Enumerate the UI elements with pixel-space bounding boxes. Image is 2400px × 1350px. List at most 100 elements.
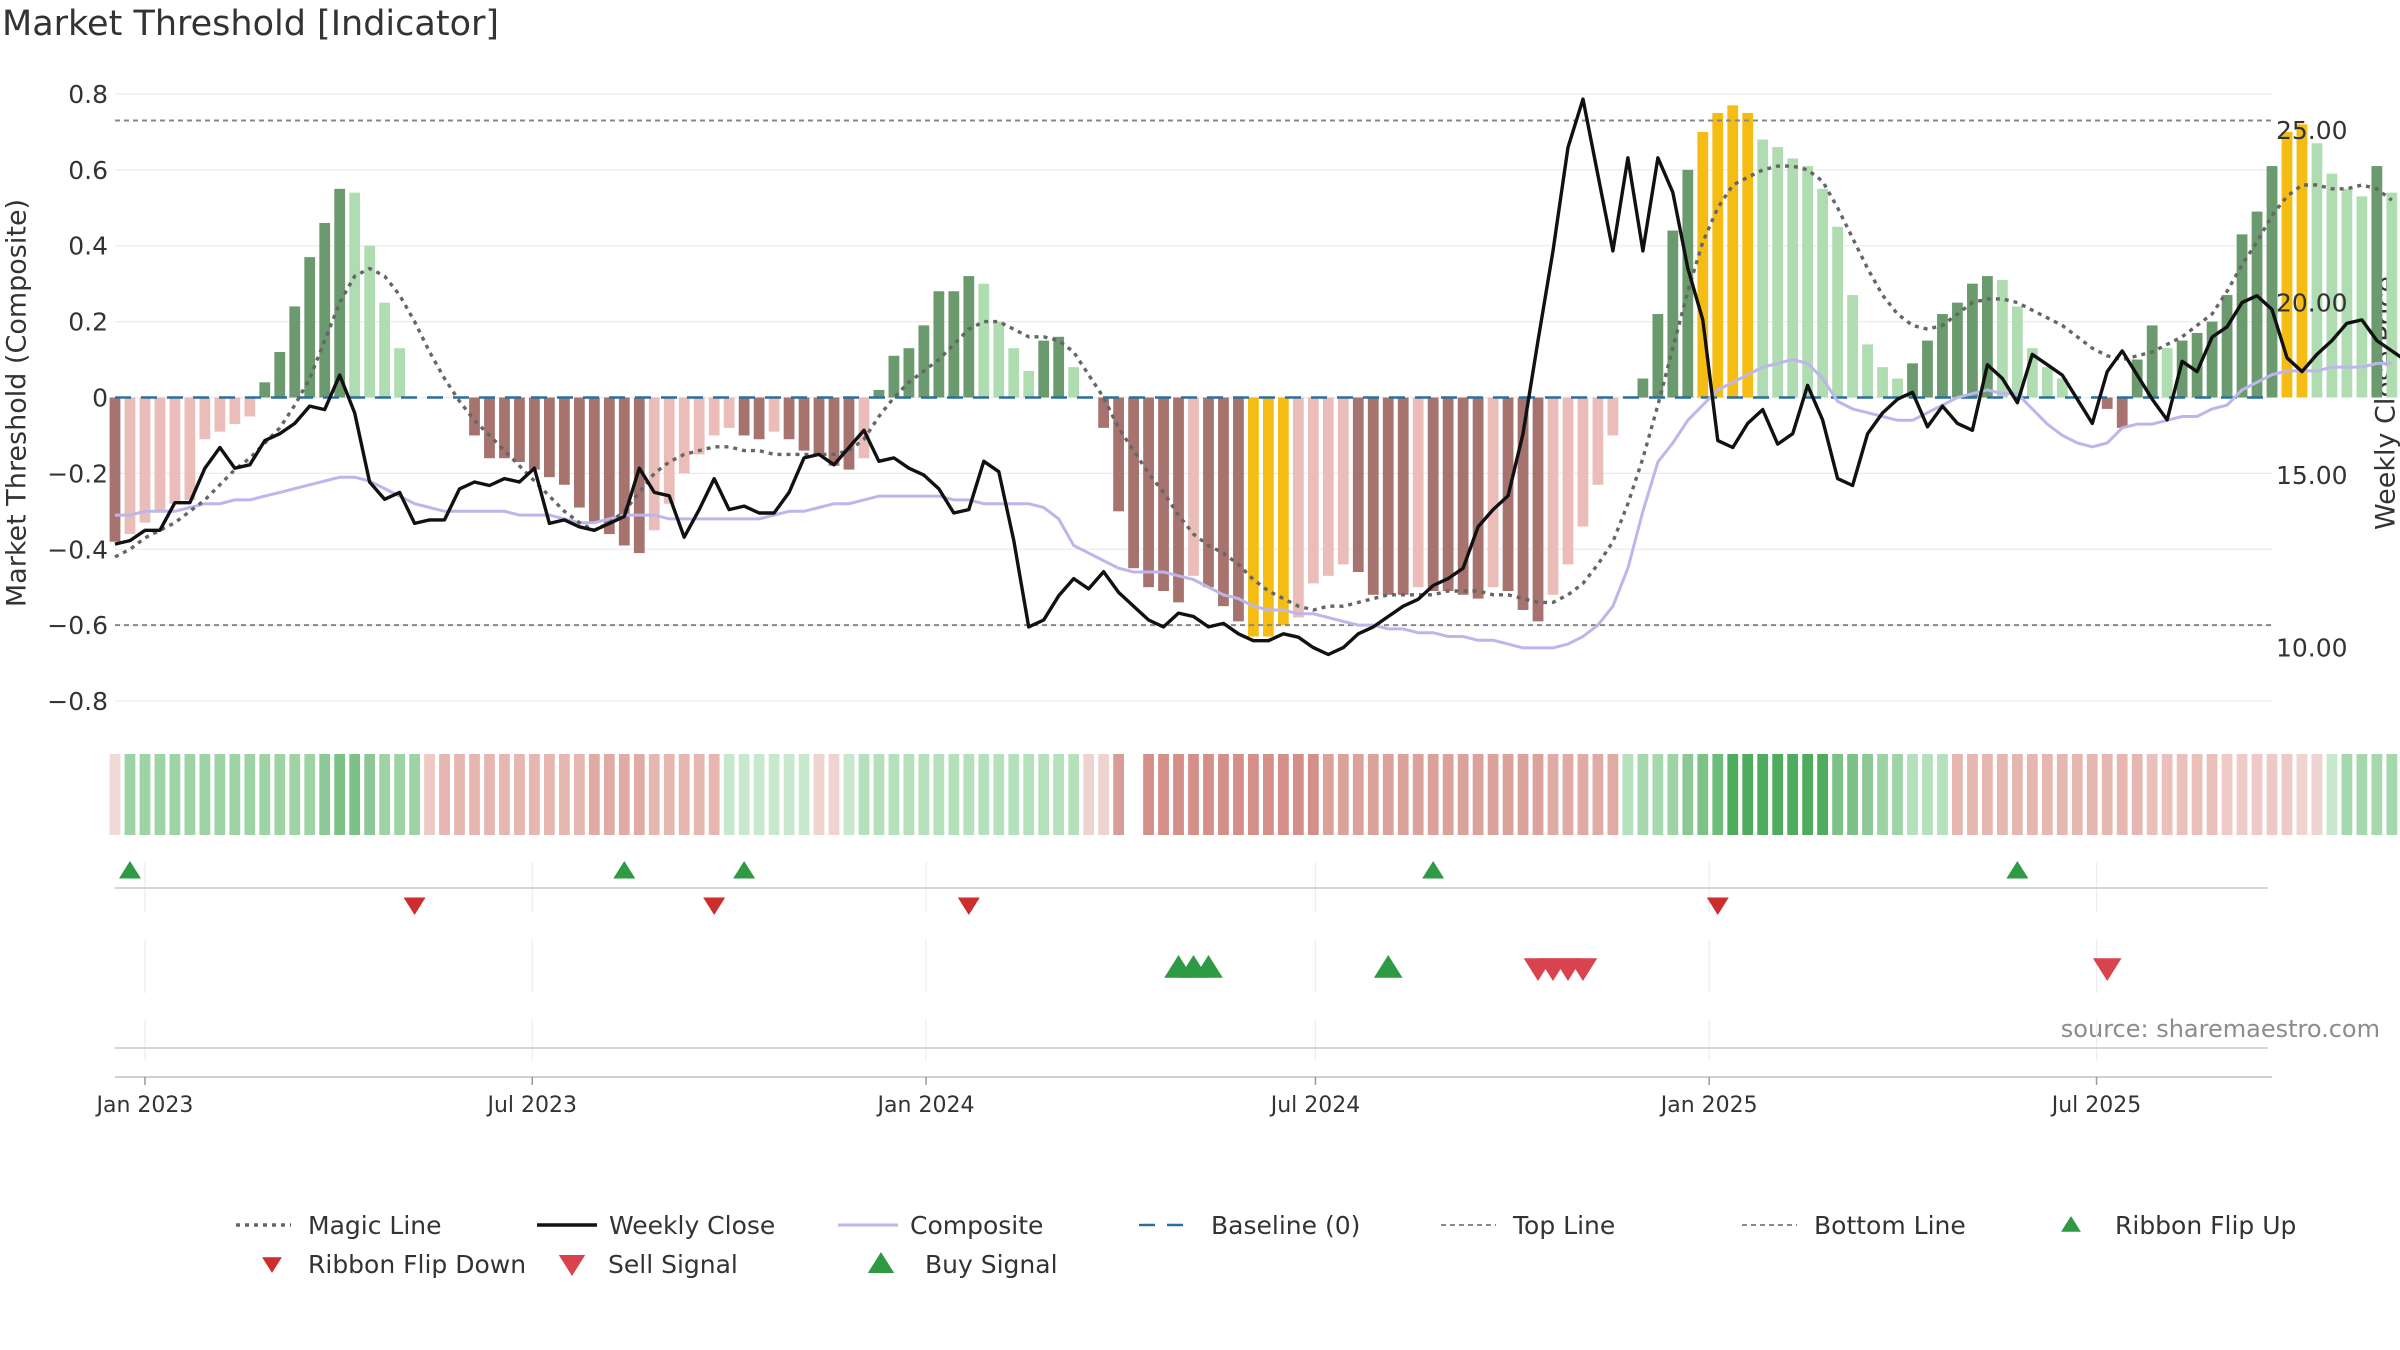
ribbon-cell xyxy=(214,754,226,835)
composite-bar xyxy=(1742,112,1754,398)
ribbon-cell xyxy=(1607,754,1619,835)
ribbon-cell xyxy=(603,754,615,835)
axes: 0.8 0.6 0.4 0.2 0 −0.2 −0.4 −0.6 −0.8 25.00 20.00 1… xyxy=(47,80,2347,716)
ribbon-cell xyxy=(2251,754,2263,835)
composite-bar xyxy=(259,382,271,398)
ribbon-cell xyxy=(2056,754,2068,835)
ribbon-cell xyxy=(2071,754,2083,835)
ribbon-cell xyxy=(1847,754,1858,835)
ribbon-cell xyxy=(1248,754,1259,835)
ribbon-cell xyxy=(1053,754,1065,835)
composite-bar xyxy=(1967,283,1978,398)
composite-bar xyxy=(469,397,480,436)
ribbon-cell xyxy=(1292,754,1304,835)
ribbon-cell xyxy=(1023,754,1035,835)
ribbon-cell xyxy=(1188,754,1199,835)
ribbon-cell xyxy=(484,754,495,835)
ribbon-cell xyxy=(1982,754,1993,835)
composite-bar xyxy=(678,397,690,474)
composite-bar xyxy=(753,397,765,440)
ribbon-cell xyxy=(858,754,870,835)
ribbon-cell xyxy=(1517,754,1529,835)
composite-bar xyxy=(2026,348,2038,398)
composite-bar xyxy=(1817,188,1829,398)
x-axis: Jan 2023 Jul 2023 Jan 2024 Jul 2024 Jan 2025… xyxy=(95,1076,2272,1118)
y-tick-label-right: 10.00 xyxy=(2276,634,2348,663)
composite-bar xyxy=(648,397,660,531)
legend-item: Baseline (0) xyxy=(1139,1211,1360,1240)
composite-bar xyxy=(2176,340,2188,398)
ribbon-cell xyxy=(1937,754,1948,835)
ribbon-cell xyxy=(963,754,975,835)
composite-bar xyxy=(184,397,196,500)
composite-bar xyxy=(918,325,930,398)
composite-bar xyxy=(199,397,211,440)
composite-bars xyxy=(109,105,2398,637)
ribbon-flip-up-marker xyxy=(733,861,756,879)
weekly-close-line xyxy=(114,97,2400,657)
ribbon-cell xyxy=(1502,754,1514,835)
ribbon-flip-down-marker xyxy=(703,897,726,915)
composite-bar xyxy=(588,397,600,523)
composite-bar xyxy=(1682,169,1694,398)
y-tick-label-left: 0.6 xyxy=(68,156,108,185)
ribbon-cell xyxy=(1532,754,1544,835)
composite-bar xyxy=(484,397,495,459)
composite-bar xyxy=(1862,344,1873,398)
composite-bar xyxy=(2371,166,2383,398)
composite-bar xyxy=(1143,397,1154,588)
composite-bar xyxy=(124,397,136,535)
y-tick-label-left: 0 xyxy=(92,384,108,413)
ribbon-flip-up-marker xyxy=(2006,861,2029,879)
y-tick-label-right: 15.00 xyxy=(2276,461,2348,490)
ribbon-cell xyxy=(1996,754,2008,835)
ribbon-cell xyxy=(1038,754,1050,835)
ribbon-cell xyxy=(529,754,540,835)
ribbon-cell xyxy=(1952,754,1963,835)
ribbon-cell xyxy=(544,754,555,835)
ribbon-cell xyxy=(1472,754,1484,835)
composite-bar xyxy=(1457,397,1469,595)
composite-bar xyxy=(154,397,166,512)
legend-label: Composite xyxy=(910,1211,1043,1240)
composite-bar xyxy=(1787,158,1799,398)
composite-bar xyxy=(573,397,585,508)
ribbon-cell xyxy=(1877,754,1888,835)
composite-bar xyxy=(693,397,705,455)
composite-bar xyxy=(633,397,645,554)
ribbon-cell xyxy=(2221,754,2233,835)
composite-bar xyxy=(544,397,555,478)
composite-bar xyxy=(1322,397,1334,576)
ribbon-cell xyxy=(169,754,181,835)
ribbon-cell xyxy=(1862,754,1873,835)
composite-bar xyxy=(2296,124,2308,398)
y-tick-label-right: 25.00 xyxy=(2276,116,2348,145)
ribbon-cell xyxy=(1307,754,1319,835)
composite-bar xyxy=(394,348,405,398)
ribbon-cell xyxy=(469,754,480,835)
composite-bar xyxy=(1937,314,1948,398)
legend: Magic Line Weekly Close Composite Baseline … xyxy=(236,1211,2296,1279)
composite-bar xyxy=(873,389,885,398)
ribbon-cell xyxy=(1263,754,1274,835)
composite-bar xyxy=(603,397,615,535)
ribbon-cell xyxy=(2161,754,2173,835)
legend-label: Ribbon Flip Down xyxy=(308,1250,526,1279)
composite-bar xyxy=(2131,359,2143,398)
ribbon-cell xyxy=(2131,754,2143,835)
ribbon-cell xyxy=(723,754,735,835)
composite-bar xyxy=(1802,166,1814,398)
ribbon-cell xyxy=(1083,754,1095,835)
composite-bar xyxy=(993,321,1005,398)
composite-bar xyxy=(723,397,735,428)
composite-bar xyxy=(1008,348,1020,398)
composite-bar xyxy=(2101,397,2113,409)
ribbon-cell xyxy=(1682,754,1694,835)
ribbon-cell xyxy=(1218,754,1229,835)
legend-label: Bottom Line xyxy=(1814,1211,1966,1240)
ribbon-cell xyxy=(1128,754,1139,835)
ribbon-cell xyxy=(2386,754,2398,835)
ribbon-cell xyxy=(1277,754,1289,835)
ribbon-cell xyxy=(1173,754,1184,835)
